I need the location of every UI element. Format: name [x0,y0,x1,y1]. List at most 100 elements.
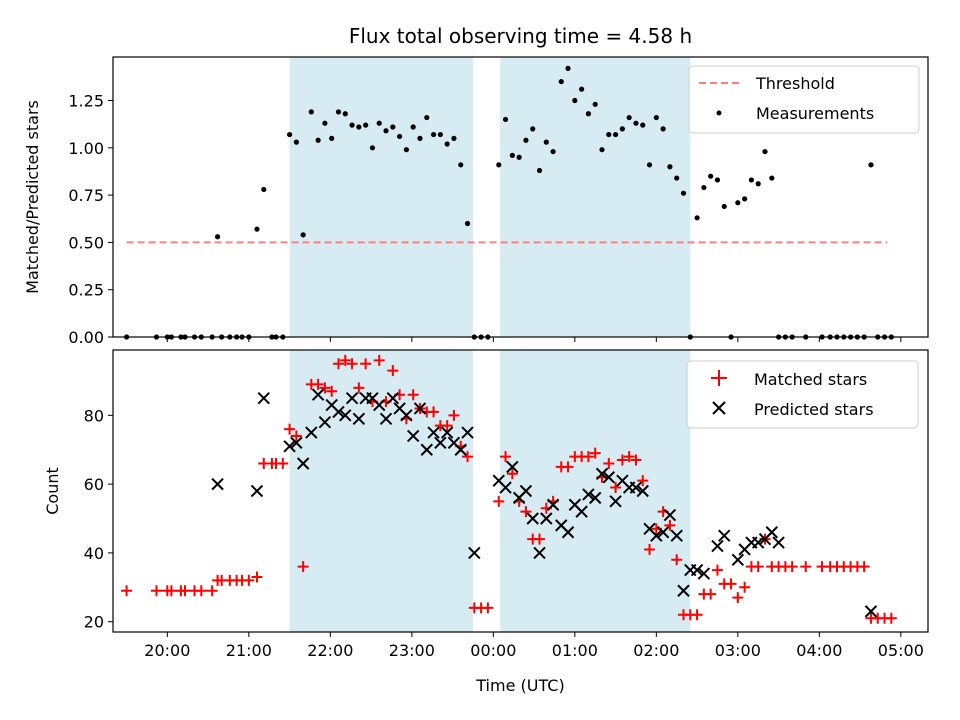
predicted-star-point [400,409,413,422]
measurement-point [646,162,653,168]
legend-predicted-swatch [712,401,726,415]
matched-star-point [482,602,494,614]
measurement-point [315,137,321,143]
predicted-star-point [345,391,359,405]
top-y-tick-label: 0.00 [68,328,104,347]
predicted-star-point [250,484,264,498]
matched-star-point [739,581,751,593]
matched-star-point [373,354,385,366]
measurement-point [748,177,755,183]
predicted-star-point [546,498,560,511]
measurement-point [742,196,748,202]
measurement-point [592,101,598,107]
matched-star-point [637,475,649,487]
measurement-point [701,184,707,191]
measurement-point [308,109,314,115]
matched-star-point [353,382,365,394]
measurement-point [261,186,267,193]
predicted-star-point [589,491,602,505]
matched-star-point [534,533,546,545]
predicted-star-point [427,426,440,439]
predicted-star-point [690,563,704,577]
matched-star-point [407,389,419,401]
bottom-x-axis-label: Time (UTC) [475,676,564,695]
measurement-point [417,135,423,141]
matched-star-point [623,451,635,463]
predicted-star-point [697,567,711,580]
measurement-point [694,215,700,221]
predicted-star-point [711,539,724,553]
predicted-star-point [670,529,683,542]
matched-star-point [711,564,723,576]
matched-star-point [326,385,338,397]
x-tick-label: 21:00 [226,641,272,660]
measurement-point [342,111,348,117]
measurement-point [286,131,293,138]
predicted-star-point [420,443,433,456]
measurement-point [530,126,536,132]
matched-star-point [277,457,289,469]
measurement-point [755,181,761,187]
matched-star-point [725,578,737,590]
matched-star-point [589,447,601,459]
measurement-point [558,78,564,85]
measurement-point [356,124,362,130]
matched-star-point [462,451,474,463]
predicted-star-point [540,512,553,525]
predicted-star-point [283,440,296,453]
predicted-star-point [373,398,386,412]
measurement-point [667,164,673,170]
bottom-y-tick-label: 20 [84,613,104,632]
matched-star-point [428,406,440,418]
measurement-point [451,135,457,141]
measurement-point [403,147,409,153]
matched-star-point [179,585,191,597]
predicted-star-point [461,426,474,439]
matched-star-point [284,423,296,435]
measurement-point [640,122,646,128]
x-tick-label: 05:00 [878,641,924,660]
x-tick-label: 20:00 [144,641,190,660]
measurement-point [762,148,768,155]
observing-window-1 [289,57,473,337]
predicted-star-point [561,526,575,539]
predicted-star-point [379,412,393,425]
top-legend: Threshold Measurements [688,65,920,134]
matched-star-point [705,588,717,600]
x-tick-label: 00:00 [470,641,516,660]
top-y-tick-label: 0.75 [68,186,104,205]
measurement-point [653,114,659,121]
measurement-point [735,200,741,206]
measurement-point [300,232,306,238]
predicted-star-point [413,402,427,415]
measurement-point [424,114,430,121]
matched-star-point [332,358,344,370]
matched-star-point [644,543,656,555]
predicted-star-point [609,495,622,508]
measurement-point [444,141,450,147]
bottom-y-tick-label: 40 [84,544,104,563]
observing-window-2 [500,350,691,632]
legend-matched-swatch [711,370,727,386]
matched-star-point [691,609,703,621]
predicted-star-point [636,484,649,498]
top-y-tick-label: 0.50 [68,233,104,252]
predicted-star-point [663,508,677,522]
measurement-point [536,167,543,174]
matched-star-point [339,354,351,366]
predicted-star-point [526,512,539,525]
measurement-point [660,126,666,132]
matched-star-point [800,561,812,573]
bottom-legend-box [686,360,919,429]
x-tick-label: 23:00 [389,641,435,660]
matched-star-point [346,358,358,370]
measurement-point [458,162,464,168]
matched-star-point [752,561,764,573]
measurement-point [606,131,612,138]
measurement-point [329,135,335,141]
matched-star-point [448,409,460,421]
predicted-star-point [211,477,224,491]
matched-star-point [290,430,302,442]
observing-window-2 [500,57,691,337]
predicted-star-point [290,436,303,450]
